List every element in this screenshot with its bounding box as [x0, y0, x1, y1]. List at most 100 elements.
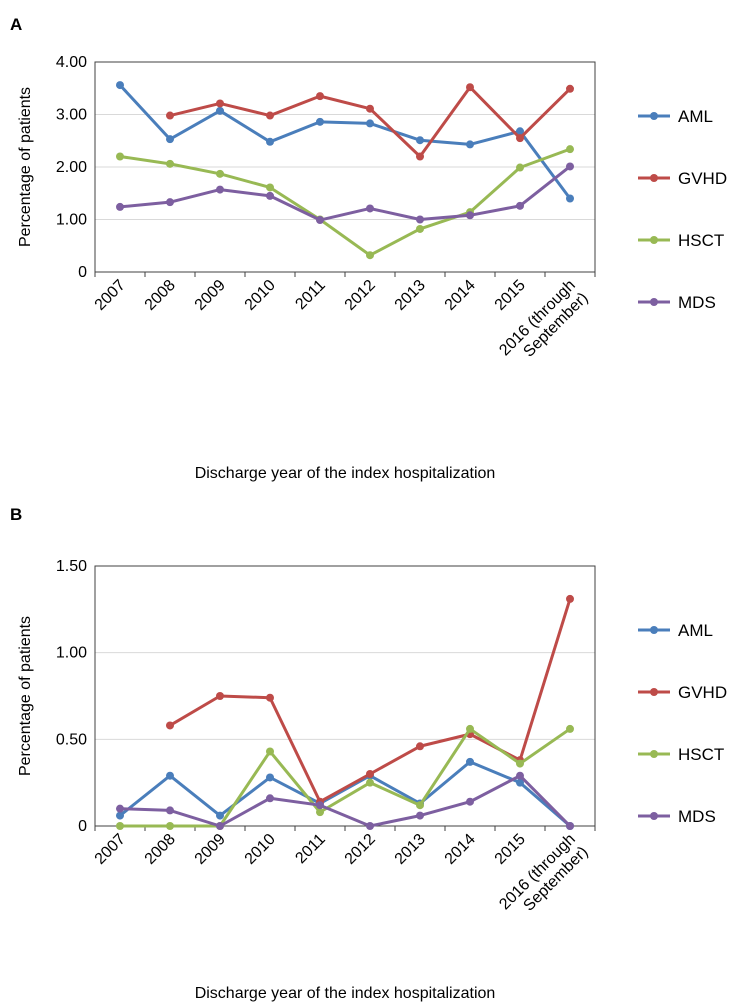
y-tick-label: 0.50: [56, 731, 87, 748]
x-tick-label-line: 2009: [192, 277, 229, 314]
x-tick-label-line: 2010: [242, 831, 279, 868]
data-point-mds: [316, 801, 324, 810]
data-point-hsct: [366, 251, 374, 260]
data-point-aml: [466, 757, 474, 766]
data-point-hsct: [266, 747, 274, 756]
x-tick-label: 2014: [442, 277, 479, 314]
data-point-gvhd: [566, 84, 574, 93]
y-axis-title: Percentage of patients: [17, 616, 34, 776]
legend-swatch-marker: [650, 626, 658, 634]
data-point-gvhd: [366, 770, 374, 778]
x-tick-label: 2012: [342, 277, 379, 314]
data-point-mds: [466, 797, 474, 806]
data-point-aml: [266, 137, 274, 146]
legend-swatch-marker: [650, 812, 658, 820]
data-point-aml: [266, 773, 274, 782]
data-point-mds: [266, 794, 274, 803]
legend-label-aml: AML: [678, 621, 713, 640]
data-point-hsct: [166, 822, 174, 830]
data-point-gvhd: [266, 693, 274, 702]
data-point-aml: [516, 127, 524, 136]
data-point-hsct: [116, 152, 124, 161]
y-axis-title: Percentage of patients: [17, 87, 34, 247]
x-tick-label: 2009: [192, 831, 229, 868]
y-tick-label: 1.00: [56, 212, 87, 229]
x-tick-label-line: 2013: [392, 277, 429, 314]
data-point-aml: [516, 778, 524, 787]
data-point-hsct: [316, 808, 324, 817]
legend-label-aml: AML: [678, 107, 713, 126]
data-point-mds: [216, 822, 224, 830]
series-line-hsct: [119, 147, 571, 257]
data-point-hsct: [116, 822, 124, 830]
x-tick-label: 2013: [392, 277, 429, 314]
data-point-gvhd: [516, 134, 524, 143]
x-tick-label-line: 2014: [442, 831, 479, 868]
data-point-gvhd: [416, 742, 424, 751]
series-line-aml: [119, 760, 571, 828]
legend-swatch-marker: [650, 236, 658, 244]
data-point-gvhd: [566, 594, 574, 603]
y-tick-label: 3.00: [56, 107, 87, 124]
x-tick-label-line: 2008: [142, 831, 179, 868]
data-point-hsct: [416, 224, 424, 233]
x-tick-label: 2010: [242, 277, 279, 314]
data-point-gvhd: [166, 111, 174, 120]
x-tick-label: 2015: [492, 277, 529, 314]
x-axis-title: Discharge year of the index hospitalizat…: [195, 465, 496, 482]
legend-swatch-marker: [650, 750, 658, 758]
x-tick-label-line: 2013: [392, 831, 429, 868]
x-tick-label: 2015: [492, 831, 529, 868]
data-point-mds: [366, 204, 374, 213]
data-point-aml: [116, 81, 124, 90]
x-tick-label-line: 2010: [242, 277, 279, 314]
series-line-aml: [118, 84, 572, 200]
data-point-gvhd: [266, 111, 274, 120]
data-point-aml: [166, 135, 174, 144]
y-tick-label: 1.50: [56, 558, 87, 575]
data-point-aml: [166, 771, 174, 780]
data-point-mds: [466, 211, 474, 220]
y-tick-label: 0: [78, 264, 87, 281]
data-point-mds: [366, 822, 374, 830]
x-tick-label: 2008: [142, 831, 179, 868]
series-line-mds: [119, 165, 571, 222]
y-tick-label: 1.00: [56, 645, 87, 662]
x-tick-label-line: 2014: [442, 277, 479, 314]
data-point-aml: [316, 117, 324, 126]
legend-swatch-marker: [650, 688, 658, 696]
data-point-mds: [566, 162, 574, 171]
data-point-mds: [516, 201, 524, 210]
data-point-gvhd: [216, 692, 224, 700]
data-point-hsct: [216, 169, 224, 178]
legend-label-gvhd: GVHD: [678, 169, 727, 188]
data-point-aml: [116, 811, 124, 820]
data-point-hsct: [566, 145, 574, 154]
legend-swatch-marker: [650, 298, 658, 306]
data-point-mds: [116, 202, 124, 211]
x-tick-label: 2011: [292, 277, 328, 313]
y-tick-label: 4.00: [56, 54, 87, 71]
series-line-mds: [119, 774, 572, 828]
y-tick-label: 0: [78, 818, 87, 835]
x-tick-label-line: 2015: [492, 277, 529, 314]
legend-swatch-marker: [650, 174, 658, 182]
data-point-aml: [216, 106, 224, 115]
data-point-mds: [266, 191, 274, 200]
x-axis-title: Discharge year of the index hospitalizat…: [195, 985, 496, 1002]
x-tick-label-line: 2012: [342, 277, 379, 314]
panel-label: B: [10, 505, 22, 524]
x-tick-label-line: 2007: [92, 831, 129, 868]
data-point-gvhd: [166, 721, 174, 730]
data-point-gvhd: [216, 99, 224, 108]
data-point-hsct: [266, 183, 274, 192]
legend-label-mds: MDS: [678, 807, 716, 826]
data-point-aml: [366, 119, 374, 128]
x-tick-label: 2007: [92, 277, 129, 314]
legend-label-mds: MDS: [678, 293, 716, 312]
data-point-hsct: [366, 778, 374, 787]
data-point-aml: [216, 811, 224, 820]
data-point-hsct: [466, 724, 474, 733]
data-point-hsct: [516, 163, 524, 172]
